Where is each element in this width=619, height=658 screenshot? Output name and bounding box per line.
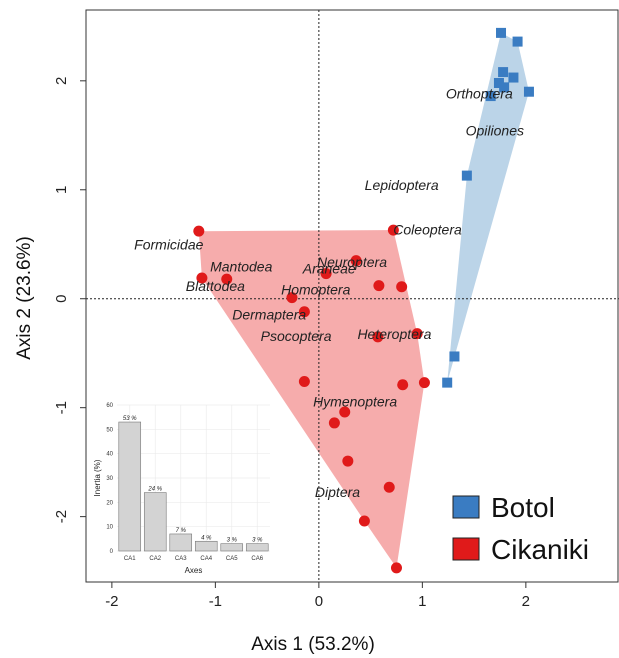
y-tick-label: -2: [53, 510, 70, 523]
taxon-label-diptera: Diptera: [315, 484, 360, 500]
point-cikaniki: [373, 280, 385, 292]
inset-category-label: CA4: [200, 556, 212, 562]
point-cikaniki: [390, 562, 402, 574]
point-cikaniki: [350, 255, 362, 267]
inset-y-tick-label: 0: [110, 549, 114, 555]
point-cikaniki: [320, 268, 332, 280]
taxon-label-neuroptera: Neuroptera: [317, 254, 387, 270]
x-tick-label: -2: [105, 593, 118, 610]
inset-bar: [118, 421, 142, 552]
taxon-label-orthoptera: Orthoptera: [446, 85, 513, 101]
inset-bar: [143, 492, 167, 552]
point-cikaniki: [358, 515, 370, 527]
point-botol: [493, 77, 504, 88]
taxon-label-blattodea: Blattodea: [186, 278, 245, 294]
point-cikaniki: [342, 455, 354, 467]
point-cikaniki: [372, 331, 384, 343]
taxon-label-coleoptera: Coleoptera: [393, 221, 462, 237]
inset-bar-value: 7 %: [176, 528, 187, 534]
x-tick-label: -1: [209, 593, 222, 610]
x-tick-label: 1: [418, 593, 426, 610]
point-cikaniki: [387, 224, 399, 236]
point-cikaniki: [396, 281, 408, 293]
point-botol: [508, 72, 519, 83]
inertia-inset: 0 10 20 30 40 50 60 53 % CA1 24 % CA2 7 % CA3 4 % CA4 3…: [92, 398, 280, 578]
inset-bar-value: 3 %: [252, 538, 263, 544]
inset-category-label: CA5: [226, 556, 238, 562]
inset-bar-value: 24 %: [147, 487, 162, 493]
legend-key-cikaniki: [452, 537, 480, 561]
x-tick-label: 0: [315, 593, 323, 610]
y-tick-label: -1: [53, 401, 70, 414]
point-cikaniki: [328, 417, 340, 429]
inset-bar: [220, 543, 244, 552]
legend-label-cikaniki: Cikaniki: [491, 534, 589, 565]
inset-bar-value: 53 %: [123, 416, 137, 422]
point-botol: [442, 377, 453, 388]
point-botol: [485, 91, 496, 102]
taxon-label-araneae: Araneae: [302, 261, 356, 277]
point-botol: [496, 27, 507, 38]
point-cikaniki: [221, 273, 233, 285]
y-tick-label: 1: [53, 186, 70, 194]
y-tick-label: 0: [53, 295, 70, 303]
point-cikaniki: [298, 376, 310, 388]
taxon-label-mantodea: Mantodea: [210, 258, 272, 274]
point-cikaniki: [196, 272, 208, 284]
y-tick-label: 2: [53, 77, 70, 85]
inset-category-label: CA6: [251, 556, 263, 562]
point-botol: [498, 67, 509, 78]
x-axis-title: Axis 1 (53.2%): [251, 634, 375, 655]
point-botol: [523, 86, 534, 97]
taxon-label-formicidae: Formicidae: [134, 237, 203, 253]
point-cikaniki: [383, 481, 395, 493]
point-cikaniki: [418, 377, 430, 389]
taxon-label-lepidoptera: Lepidoptera: [365, 177, 439, 193]
inset-y-tick-label: 50: [106, 427, 113, 433]
plot-layer: -2 -1 0 1 2 -2 -1 0 1 2 Orthoptera Opiliones Lepidop…: [53, 9, 619, 610]
inset-bar: [169, 533, 193, 552]
inset-bar-value: 4 %: [201, 535, 212, 541]
inset-category-label: CA1: [124, 556, 136, 562]
inset-bar: [194, 540, 218, 552]
point-botol: [449, 351, 460, 362]
hull-cikaniki: [198, 230, 425, 568]
inset-x-axis-title: Axes: [185, 566, 203, 575]
legend-key-botol: [452, 495, 480, 519]
x-tick-label: 2: [522, 593, 530, 610]
legend-label-botol: Botol: [491, 492, 555, 523]
inset-y-tick-label: 30: [106, 476, 113, 482]
inset-y-tick-label: 20: [106, 500, 113, 506]
point-cikaniki: [411, 328, 423, 340]
inset-category-label: CA3: [175, 556, 187, 562]
taxon-label-heteroptera: Heteroptera: [357, 326, 431, 342]
point-cikaniki: [298, 306, 310, 318]
point-botol: [499, 82, 510, 93]
inset-category-label: CA2: [149, 556, 161, 562]
inset-bar-value: 3 %: [227, 538, 238, 544]
inset-y-tick-label: 40: [106, 452, 113, 458]
point-cikaniki: [339, 406, 351, 418]
plot-frame: [85, 9, 619, 583]
taxon-label-dermaptera: Dermaptera: [232, 306, 306, 322]
point-cikaniki: [193, 225, 205, 237]
point-cikaniki: [286, 292, 298, 304]
inset-y-axis-title: Inertia (%): [93, 459, 102, 496]
point-cikaniki: [397, 379, 409, 391]
taxon-label-psocoptera: Psocoptera: [261, 328, 332, 344]
taxon-label-hymenoptera: Hymenoptera: [313, 394, 397, 410]
inset-y-tick-label: 60: [106, 403, 113, 409]
taxon-label-homoptera: Homoptera: [281, 281, 350, 297]
point-botol: [512, 36, 523, 47]
y-axis-title: Axis 2 (23.6%): [14, 236, 35, 360]
inset-y-tick-label: 10: [106, 525, 113, 531]
point-botol: [461, 170, 472, 181]
taxon-label-opiliones: Opiliones: [466, 122, 524, 138]
inset-bar: [245, 543, 269, 552]
hull-botol: [447, 32, 529, 383]
